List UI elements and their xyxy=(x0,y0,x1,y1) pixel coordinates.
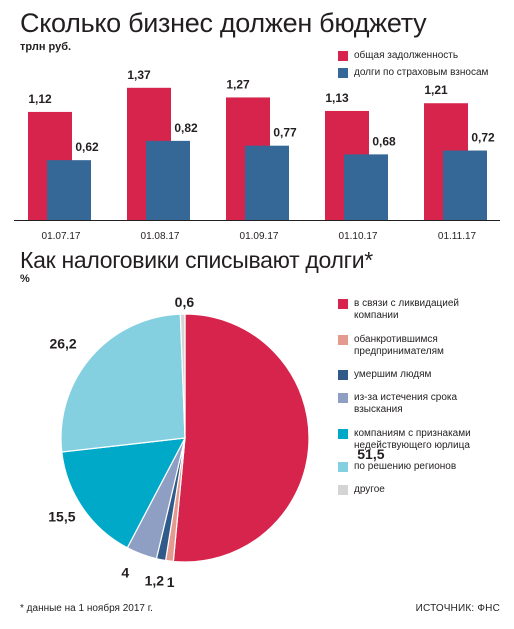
legend-swatch xyxy=(338,485,348,495)
bar-insurance xyxy=(146,140,190,220)
legend-label: по решению регионов xyxy=(354,461,457,472)
legend-label: компаниям с признаками недействующего юр… xyxy=(354,428,471,451)
legend-swatch xyxy=(338,335,348,345)
legend-label: общая задолженность xyxy=(354,50,459,61)
bar-insurance xyxy=(344,154,388,220)
bar-insurance xyxy=(245,145,289,220)
x-tick-label: 01.11.17 xyxy=(438,231,477,242)
legend-swatch xyxy=(338,51,348,61)
legend-swatch xyxy=(338,68,348,78)
x-tick-label: 01.08.17 xyxy=(141,231,180,242)
pie-value-label: 0,6 xyxy=(175,294,195,310)
legend-label: из-за истечения срока взыскания xyxy=(354,392,458,415)
bar-chart-unit: трлн руб. xyxy=(20,41,72,53)
legend-swatch xyxy=(338,370,348,380)
pie-chart-title: Как налоговики списывают долги* xyxy=(20,247,373,273)
pie-value-label: 51,5 xyxy=(357,446,384,462)
pie-value-label: 4 xyxy=(121,564,129,580)
bar-value-label: 1,21 xyxy=(424,83,448,97)
bar-value-label: 0,77 xyxy=(273,126,297,140)
pie-value-label: 15,5 xyxy=(48,508,75,524)
pie-slice xyxy=(179,313,186,439)
x-tick-label: 01.09.17 xyxy=(240,231,279,242)
legend-label: в связи с ликвидацией компании xyxy=(354,298,459,321)
bar-value-label: 0,82 xyxy=(174,121,198,135)
pie-slice xyxy=(61,437,187,549)
source: ИСТОЧНИК: ФНС xyxy=(415,603,500,614)
legend-swatch xyxy=(338,299,348,309)
legend-label: обанкротившимся предпринимателям xyxy=(354,334,444,357)
legend-swatch xyxy=(338,462,348,472)
pie-value-label: 26,2 xyxy=(49,336,76,352)
pie-value-label: 1,2 xyxy=(145,572,165,588)
bar-value-label: 1,12 xyxy=(28,92,52,106)
legend-label: умершим людям xyxy=(354,369,432,380)
bar-value-label: 0,72 xyxy=(471,131,495,145)
bar-insurance xyxy=(47,160,91,220)
bar-insurance xyxy=(443,150,487,220)
bar-value-label: 1,37 xyxy=(127,68,151,82)
footnote: * данные на 1 ноября 2017 г. xyxy=(20,603,153,614)
bar-value-label: 0,68 xyxy=(372,134,396,148)
legend-label: другое xyxy=(354,484,385,495)
x-tick-label: 01.10.17 xyxy=(339,231,378,242)
pie-value-label: 1 xyxy=(167,574,175,590)
pie-chart-unit: % xyxy=(20,273,30,285)
pie-slice xyxy=(60,313,186,453)
legend-swatch xyxy=(338,393,348,403)
legend-label: долги по страховым взносам xyxy=(354,67,489,78)
bar-value-label: 1,13 xyxy=(325,91,349,105)
pie-slice xyxy=(172,313,310,563)
bar-chart-title: Сколько бизнес должен бюджету xyxy=(20,8,427,38)
bar-value-label: 0,62 xyxy=(75,140,99,154)
bar-value-label: 1,27 xyxy=(226,77,250,91)
legend-swatch xyxy=(338,429,348,439)
x-tick-label: 01.07.17 xyxy=(42,231,81,242)
